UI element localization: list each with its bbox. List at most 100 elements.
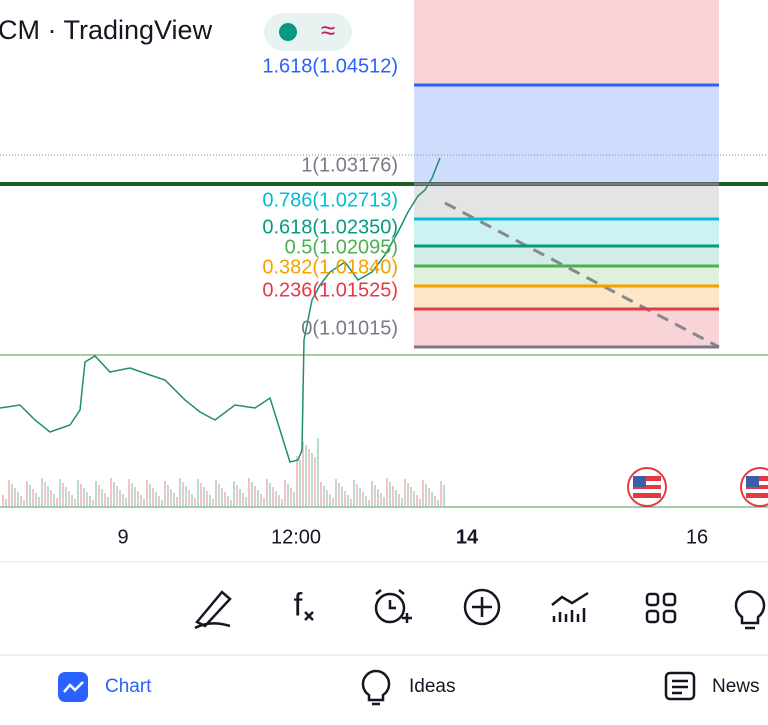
volume-bar bbox=[365, 496, 367, 506]
volume-bar bbox=[146, 480, 148, 506]
volume-bar bbox=[347, 495, 349, 506]
fib-label: 0.618(1.02350) bbox=[262, 216, 398, 238]
chart-tool[interactable] bbox=[551, 591, 589, 622]
volume-bar bbox=[113, 482, 115, 506]
volume-bar bbox=[185, 486, 187, 506]
volume-bar bbox=[209, 495, 211, 506]
volume-bar bbox=[248, 478, 250, 506]
volume-bar bbox=[350, 499, 352, 506]
draw-tool[interactable] bbox=[194, 590, 232, 630]
volume-bar bbox=[68, 491, 70, 506]
volume-bar bbox=[338, 483, 340, 506]
volume-bar bbox=[203, 487, 205, 506]
volume-bar bbox=[92, 500, 94, 506]
volume-bar bbox=[182, 482, 184, 506]
volume-bar bbox=[389, 482, 391, 506]
volume-bar bbox=[167, 485, 169, 506]
news-icon[interactable] bbox=[664, 671, 696, 701]
volume-bar bbox=[119, 490, 121, 506]
volume-bar bbox=[263, 498, 265, 506]
volume-bar bbox=[419, 499, 421, 506]
volume-bar bbox=[431, 492, 433, 506]
volume-bar bbox=[152, 488, 154, 506]
volume-bar bbox=[311, 453, 313, 506]
zone bbox=[414, 219, 719, 246]
volume-bar bbox=[323, 486, 325, 506]
volume-bar bbox=[194, 498, 196, 506]
volume-bar bbox=[98, 485, 100, 506]
volume-bar bbox=[11, 484, 13, 506]
volume-bar bbox=[125, 498, 127, 506]
volume-bar bbox=[371, 481, 373, 506]
volume-bar bbox=[398, 494, 400, 506]
volume-bar bbox=[17, 492, 19, 506]
flag bbox=[627, 467, 667, 507]
alert-tool[interactable] bbox=[374, 592, 406, 624]
fib-label: 1(1.03176) bbox=[301, 154, 398, 176]
volume-bar bbox=[437, 500, 439, 506]
volume-bar bbox=[110, 478, 112, 506]
ideas-icon[interactable] bbox=[361, 669, 391, 706]
volume-bar bbox=[158, 496, 160, 506]
nav-label[interactable]: Chart bbox=[105, 676, 152, 697]
volume-bar bbox=[50, 490, 52, 506]
zone bbox=[414, 246, 719, 266]
volume-bar bbox=[134, 487, 136, 506]
volume-bar bbox=[296, 456, 298, 506]
volume-bar bbox=[377, 489, 379, 506]
volume-bar bbox=[413, 491, 415, 506]
volume-bar bbox=[179, 478, 181, 506]
volume-bar bbox=[65, 487, 67, 506]
volume-bar bbox=[197, 479, 199, 506]
volume-bar bbox=[155, 492, 157, 506]
nav-label[interactable]: Ideas bbox=[409, 676, 455, 697]
volume-bar bbox=[293, 492, 295, 506]
volume-bar bbox=[362, 492, 364, 506]
nav-label[interactable]: News bbox=[712, 676, 760, 697]
fib-label: 0(1.01015) bbox=[301, 317, 398, 339]
volume-bar bbox=[35, 493, 37, 506]
indicators-tool[interactable]: f bbox=[294, 586, 303, 622]
zone bbox=[414, 309, 719, 347]
volume-bar bbox=[251, 482, 253, 506]
volume-bar bbox=[275, 491, 277, 506]
volume-bar bbox=[170, 489, 172, 506]
volume-bar bbox=[326, 490, 328, 506]
volume-bar bbox=[332, 498, 334, 506]
volume-bar bbox=[215, 480, 217, 506]
volume-bar bbox=[230, 500, 232, 506]
volume-bar bbox=[62, 483, 64, 506]
volume-bar bbox=[266, 479, 268, 506]
volume-bar bbox=[173, 493, 175, 506]
x-axis-label: 12:00 bbox=[271, 526, 321, 548]
volume-bar bbox=[131, 483, 133, 506]
ideas-tool[interactable] bbox=[734, 590, 766, 630]
volume-bar bbox=[233, 481, 235, 506]
volume-bar bbox=[32, 489, 34, 506]
volume-bar bbox=[440, 481, 442, 506]
volume-bar bbox=[383, 497, 385, 506]
status-dot bbox=[279, 23, 297, 41]
volume-bar bbox=[239, 489, 241, 506]
zone bbox=[414, 266, 719, 286]
volume-bar bbox=[206, 491, 208, 506]
add-tool[interactable] bbox=[463, 588, 501, 626]
volume-bar bbox=[245, 497, 247, 506]
volume-bar bbox=[281, 499, 283, 506]
volume-bar bbox=[29, 485, 31, 506]
volume-bar bbox=[56, 498, 58, 506]
volume-bar bbox=[176, 497, 178, 506]
volume-bar bbox=[212, 499, 214, 506]
price bbox=[0, 157, 441, 463]
volume-bar bbox=[38, 497, 40, 506]
volume-bar bbox=[101, 489, 103, 506]
volume-bar bbox=[308, 449, 310, 506]
volume-bar bbox=[329, 494, 331, 506]
layout-tool[interactable] bbox=[645, 592, 660, 607]
volume-bar bbox=[428, 488, 430, 506]
volume-bar bbox=[143, 499, 145, 506]
volume-bar bbox=[290, 488, 292, 506]
fib-label: 1.618(1.04512) bbox=[262, 55, 398, 77]
volume-bar bbox=[344, 491, 346, 506]
